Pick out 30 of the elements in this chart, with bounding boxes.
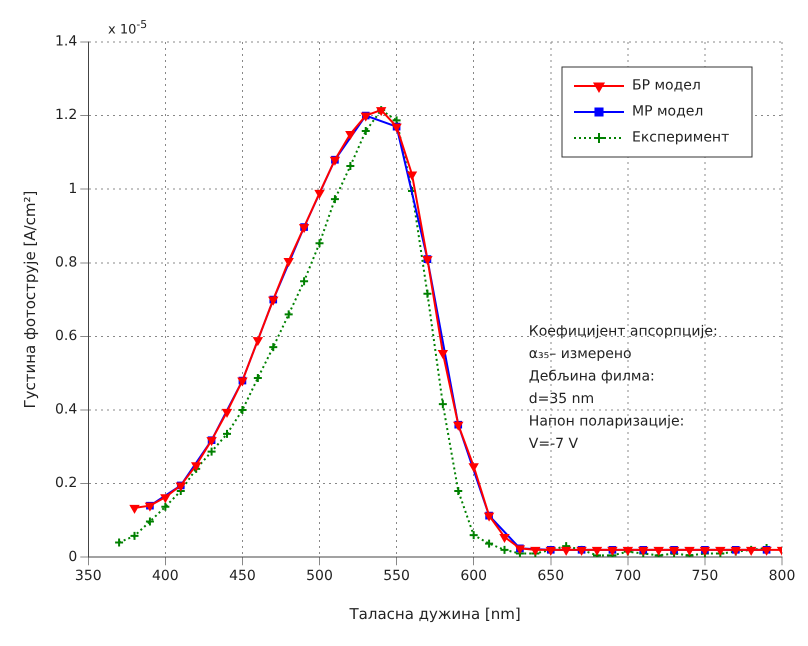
y-tick-label: 0.6 <box>55 328 78 344</box>
annotation: Дебљина филма: <box>528 368 655 385</box>
x-tick-label: 500 <box>306 568 333 584</box>
legend-label: Експеримент <box>632 130 730 146</box>
annotation: α₃₅– измерено <box>528 346 632 362</box>
x-tick-label: 550 <box>383 568 410 584</box>
annotation: d=35 nm <box>528 391 594 408</box>
x-tick-label: 800 <box>768 568 796 584</box>
y-tick-label: 0.2 <box>55 475 78 492</box>
x-tick-label: 400 <box>152 568 179 584</box>
x-tick-label: 350 <box>74 568 102 584</box>
y-tick-label: 0.4 <box>55 402 78 418</box>
x-tick-label: 750 <box>692 568 718 584</box>
y-tick-label: 1 <box>68 180 78 197</box>
y-tick-label: 0 <box>68 548 78 565</box>
x-axis-title: Таласна дужина [nm] <box>348 604 521 623</box>
annotation: Коефицијент апсорпције: <box>528 324 718 340</box>
x-tick-label: 700 <box>614 568 642 584</box>
x-tick-label: 600 <box>460 568 488 584</box>
legend-label: БР модел <box>632 78 701 94</box>
y-tick-label: 0.8 <box>55 254 78 270</box>
annotation: V=-7 V <box>528 436 579 452</box>
y-tick-label: 1.4 <box>55 34 78 50</box>
x-tick-label: 650 <box>537 568 564 584</box>
y-axis-title: Густина фотострује [A/cm²] <box>20 190 39 409</box>
legend-label: МР модел <box>632 104 704 120</box>
x-tick-label: 450 <box>229 568 256 584</box>
annotation: Напон поларизације: <box>528 414 684 430</box>
y-tick-label: 1.2 <box>55 107 78 124</box>
text: x 10$^{-5}$ <box>108 18 148 38</box>
